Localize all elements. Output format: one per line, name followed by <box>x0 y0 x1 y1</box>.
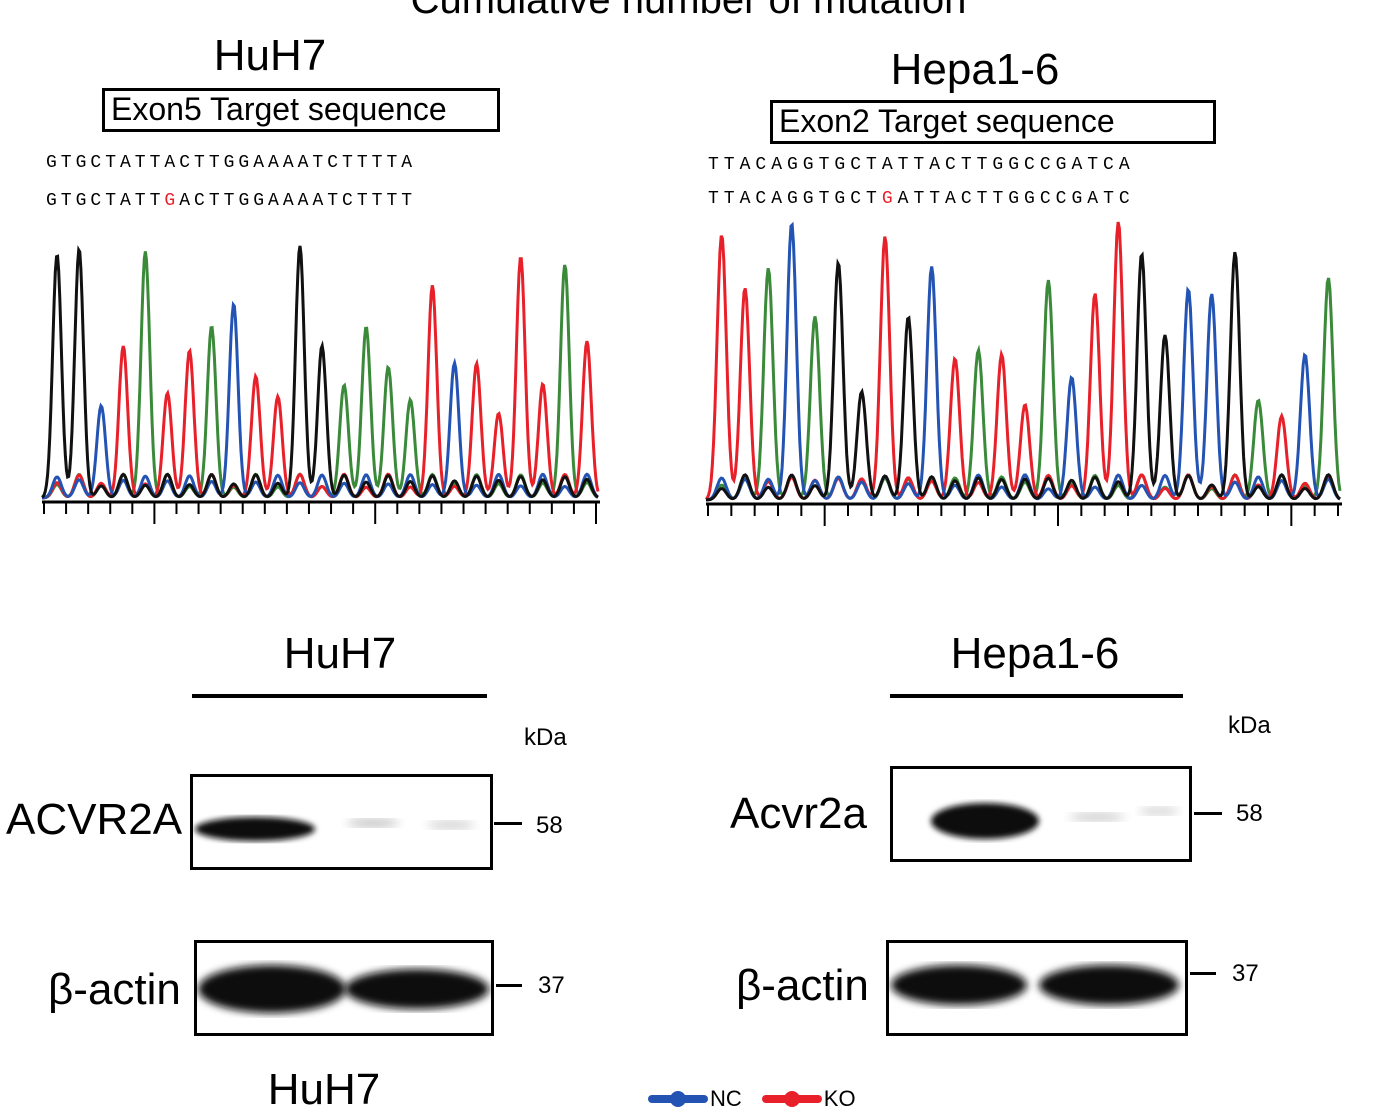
hepa-faint-band-1 <box>1069 813 1125 821</box>
hepa-seq-title: Hepa1-6 <box>890 45 1060 94</box>
huh7-mutation-base: G <box>164 191 180 211</box>
huh7-wb-title: HuH7 <box>283 629 397 678</box>
hepa-mw37: 37 <box>1232 960 1259 987</box>
huh7-actin-label: β-actin <box>48 965 181 1014</box>
hepa-acvr2a-bands <box>931 803 1179 839</box>
huh7-mut-seq-post: ACTTGGAAAATCTTTT <box>179 191 417 211</box>
huh7-mw37: 37 <box>538 972 565 999</box>
hepa-actin-band-1 <box>891 965 1027 1005</box>
hepa-wb-title: Hepa1-6 <box>950 629 1120 678</box>
legend-ko-swatch <box>761 1091 822 1107</box>
huh7-target-box: Exon5 Target sequence <box>102 88 500 132</box>
hepa-wt-sequence: TTACAGGTGCTATTACTTGGCCGATCA <box>708 155 1135 175</box>
huh7-acvr2a-label: ACVR2A <box>6 795 183 844</box>
legend: NC KO <box>648 1086 856 1112</box>
hepa-faint-band-2 <box>1139 807 1179 815</box>
hepa-mw58: 58 <box>1236 800 1263 827</box>
huh7-acvr2a-bands <box>195 817 475 841</box>
huh7-chromatogram <box>41 245 600 524</box>
hepa-actin-blot <box>886 940 1188 1036</box>
huh7-wb-footer: HuH7 <box>267 1065 381 1114</box>
figure-title: Cumulative number of mutation <box>410 0 967 22</box>
hepa-acvr2a-blot <box>890 766 1192 862</box>
hepa-actin-bands <box>891 965 1179 1005</box>
huh7-mut-sequence: GTGCTATTGACTTGGAAAATCTTTT <box>46 190 416 212</box>
huh7-actin-bands <box>198 965 489 1013</box>
hepa-mut-sequence: TTACAGGTGCTGATTACTTGGCCGATC <box>708 188 1135 210</box>
hepa-trace-C <box>705 221 1341 502</box>
hepa-acvr2a-label: Acvr2a <box>730 789 867 838</box>
huh7-mw58: 58 <box>536 812 563 839</box>
huh7-wt-sequence: GTGCTATTACTTGGAAAATCTTTTA <box>46 153 417 173</box>
hepa-mut-seq-post: ATTACTTGGCCGATC <box>897 189 1135 209</box>
huh7-faint-band-1 <box>347 819 399 827</box>
hepa-mw58-tick <box>1194 812 1222 815</box>
hepa-mutation-base: G <box>881 189 898 209</box>
huh7-faint-band-2 <box>427 821 475 829</box>
hepa-lane-bar <box>890 694 1183 698</box>
hepa-actin-band-2 <box>1039 965 1179 1005</box>
legend-nc-label: NC <box>710 1086 742 1111</box>
huh7-mw58-tick <box>494 822 522 825</box>
huh7-kda-label: kDa <box>524 724 567 751</box>
legend-ko-label: KO <box>823 1086 856 1111</box>
huh7-actin-band-2 <box>345 969 489 1009</box>
hepa-target-label: Exon2 Target sequence <box>779 103 1115 139</box>
hepa-target-box: Exon2 Target sequence <box>770 100 1216 144</box>
hepa-mut-seq-pre: TTACAGGTGCT <box>708 189 882 209</box>
huh7-trace-T <box>41 257 600 500</box>
huh7-mut-seq-pre: GTGCTATT <box>46 191 165 211</box>
huh7-acvr2a-blot <box>190 774 493 870</box>
hepa-actin-label: β-actin <box>736 961 869 1010</box>
huh7-mw37-tick <box>496 984 522 987</box>
huh7-lane-bar <box>192 694 487 698</box>
huh7-actin-band-1 <box>198 965 346 1013</box>
hepa-kda-label: kDa <box>1228 712 1271 739</box>
hepa-trace-G <box>705 251 1341 502</box>
huh7-ko-nc-band-strong <box>195 817 315 841</box>
hepa-mw37-tick <box>1190 972 1216 975</box>
huh7-actin-blot <box>194 940 494 1036</box>
huh7-trace-G <box>41 245 599 499</box>
hepa-chromatogram <box>704 221 1342 526</box>
hepa-strong-band <box>931 803 1039 839</box>
huh7-seq-title: HuH7 <box>213 31 327 80</box>
huh7-target-label: Exon5 Target sequence <box>111 91 447 127</box>
legend-nc-swatch <box>648 1091 708 1107</box>
